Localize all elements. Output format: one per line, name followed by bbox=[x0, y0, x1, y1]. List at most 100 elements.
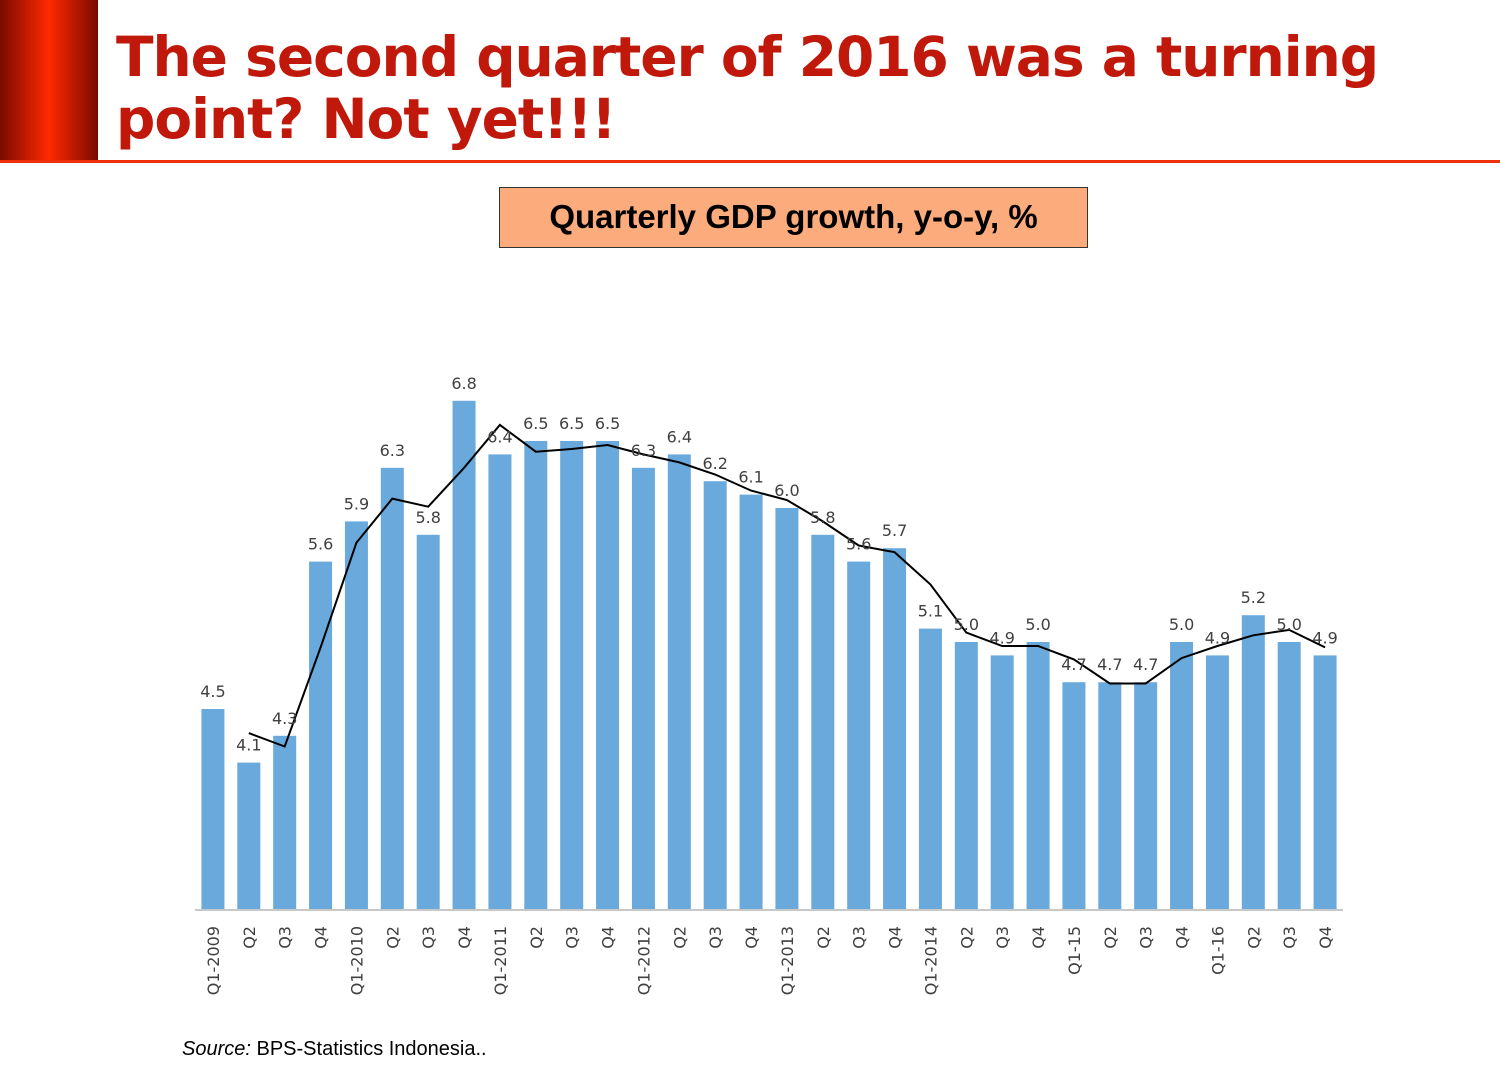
data-label: 5.0 bbox=[1169, 615, 1194, 634]
bar bbox=[201, 709, 225, 910]
x-tick-label: Q2 bbox=[383, 926, 402, 949]
page-title: The second quarter of 2016 was a turning… bbox=[116, 25, 1379, 151]
bar bbox=[1241, 615, 1265, 910]
title-divider bbox=[0, 160, 1500, 163]
data-label: 4.9 bbox=[1205, 628, 1230, 647]
data-label: 4.5 bbox=[200, 682, 225, 701]
data-label: 6.2 bbox=[702, 454, 727, 473]
bar bbox=[1313, 655, 1337, 910]
bar bbox=[631, 467, 655, 910]
title-accent-bar bbox=[0, 0, 98, 162]
x-tick-label: Q4 bbox=[1173, 926, 1192, 949]
bar bbox=[990, 655, 1014, 910]
data-label: 5.1 bbox=[918, 602, 943, 621]
x-tick-label: Q4 bbox=[886, 926, 905, 949]
x-tick-label: Q4 bbox=[599, 926, 618, 949]
bar bbox=[1205, 655, 1229, 910]
bar bbox=[560, 441, 584, 910]
bar bbox=[1170, 642, 1194, 910]
x-tick-label: Q4 bbox=[312, 926, 331, 949]
data-label: 5.2 bbox=[1241, 588, 1266, 607]
x-tick-label: Q1-16 bbox=[1208, 926, 1227, 975]
data-label: 4.7 bbox=[1133, 655, 1158, 674]
data-label: 4.7 bbox=[1097, 655, 1122, 674]
bar bbox=[703, 481, 727, 910]
data-label: 5.7 bbox=[882, 521, 907, 540]
chart-title: Quarterly GDP growth, y-o-y, % bbox=[499, 187, 1088, 248]
x-tick-label: Q3 bbox=[563, 926, 582, 949]
bar bbox=[954, 642, 978, 910]
data-label: 6.3 bbox=[631, 441, 656, 460]
data-label: 6.8 bbox=[451, 374, 476, 393]
bar bbox=[488, 454, 512, 910]
bar bbox=[1026, 642, 1050, 910]
bar bbox=[739, 494, 763, 910]
x-tick-label: Q4 bbox=[742, 926, 761, 949]
bar bbox=[416, 534, 440, 910]
data-label: 5.0 bbox=[1276, 615, 1301, 634]
data-label: 6.0 bbox=[774, 481, 799, 500]
x-tick-label: Q3 bbox=[706, 926, 725, 949]
x-tick-label: Q4 bbox=[1029, 926, 1048, 949]
bar bbox=[811, 534, 835, 910]
data-label: 4.7 bbox=[1061, 655, 1086, 674]
data-label: 4.1 bbox=[236, 736, 261, 755]
data-label: 6.4 bbox=[667, 427, 692, 446]
data-label: 5.9 bbox=[344, 494, 369, 513]
data-label: 5.8 bbox=[415, 508, 440, 527]
bar bbox=[344, 521, 368, 910]
x-tick-label: Q3 bbox=[1137, 926, 1156, 949]
x-tick-label: Q2 bbox=[670, 926, 689, 949]
x-tick-label: Q1-2013 bbox=[778, 926, 797, 995]
x-tick-label: Q1-2014 bbox=[921, 926, 940, 995]
x-tick-label: Q1-2010 bbox=[347, 926, 366, 995]
bar bbox=[524, 441, 548, 910]
data-label: 6.5 bbox=[523, 414, 548, 433]
bar bbox=[883, 548, 907, 910]
x-tick-label: Q2 bbox=[1244, 926, 1263, 949]
data-label: 6.3 bbox=[380, 441, 405, 460]
x-tick-label: Q3 bbox=[1280, 926, 1299, 949]
x-tick-label: Q4 bbox=[455, 926, 474, 949]
x-tick-label: Q3 bbox=[993, 926, 1012, 949]
x-tick-label: Q2 bbox=[240, 926, 259, 949]
bar bbox=[380, 467, 404, 910]
bar bbox=[1277, 642, 1301, 910]
data-label: 4.3 bbox=[272, 709, 297, 728]
data-label: 5.0 bbox=[1025, 615, 1050, 634]
data-label: 6.4 bbox=[487, 427, 512, 446]
x-tick-label: Q1-15 bbox=[1065, 926, 1084, 975]
x-tick-label: Q2 bbox=[957, 926, 976, 949]
data-label: 5.6 bbox=[846, 535, 871, 554]
data-label: 6.5 bbox=[595, 414, 620, 433]
source-label: Source: bbox=[182, 1038, 251, 1060]
data-label: 5.8 bbox=[810, 508, 835, 527]
data-label: 4.9 bbox=[1312, 628, 1337, 647]
x-tick-label: Q1-2011 bbox=[491, 926, 510, 995]
data-label: 4.9 bbox=[989, 628, 1014, 647]
source-note: Source: BPS-Statistics Indonesia.. bbox=[182, 1038, 487, 1061]
x-tick-label: Q4 bbox=[1316, 926, 1335, 949]
bar bbox=[237, 762, 261, 910]
x-tick-label: Q2 bbox=[1101, 926, 1120, 949]
bar bbox=[273, 735, 297, 910]
x-tick-label: Q2 bbox=[814, 926, 833, 949]
x-tick-label: Q1-2012 bbox=[634, 926, 653, 995]
x-tick-label: Q3 bbox=[276, 926, 295, 949]
trend-line bbox=[248, 423, 1326, 748]
data-label: 5.6 bbox=[308, 535, 333, 554]
bar bbox=[775, 508, 799, 910]
x-tick-label: Q3 bbox=[850, 926, 869, 949]
bar bbox=[667, 454, 691, 910]
x-tick-label: Q3 bbox=[419, 926, 438, 949]
x-tick-label: Q1-2009 bbox=[204, 926, 223, 995]
bar bbox=[1098, 682, 1122, 910]
bar bbox=[1062, 682, 1086, 910]
bar bbox=[1134, 682, 1158, 910]
x-tick-label: Q2 bbox=[527, 926, 546, 949]
bar bbox=[596, 441, 620, 910]
source-text: BPS-Statistics Indonesia.. bbox=[250, 1038, 487, 1060]
data-label: 5.0 bbox=[954, 615, 979, 634]
data-label: 6.1 bbox=[738, 468, 763, 487]
